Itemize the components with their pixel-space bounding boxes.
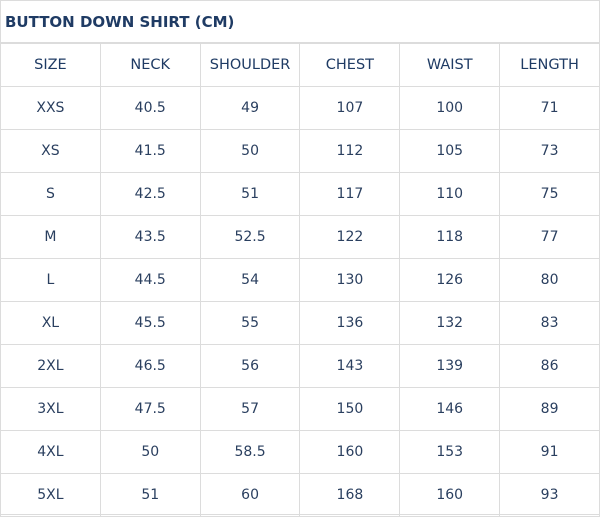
cell-neck: 51: [99, 473, 201, 517]
cell-chest: 112: [299, 129, 401, 173]
column-header-size: SIZE: [0, 43, 101, 87]
cell-length: 77: [499, 215, 600, 259]
cell-neck: 44.5: [99, 258, 201, 302]
cell-length: 86: [499, 344, 600, 388]
cell-shoulder: 57: [199, 387, 301, 431]
size-table: SIZE NECK SHOULDER CHEST WAIST LENGTH XXS 40.5…: [0, 43, 600, 517]
cell-shoulder: 60: [199, 473, 301, 517]
cell-chest: 168: [299, 473, 401, 517]
cell-size: XS: [0, 129, 101, 173]
table-row: XS 41.5 50 112 105 73: [0, 129, 600, 173]
table-row: 5XL 51 60 168 160 93: [0, 473, 600, 517]
cell-waist: 146: [399, 387, 501, 431]
cell-chest: 107: [299, 86, 401, 130]
table-row: 4XL 50 58.5 160 153 91: [0, 430, 600, 474]
cell-neck: 40.5: [99, 86, 201, 130]
cell-shoulder: 56: [199, 344, 301, 388]
cell-waist: 110: [399, 172, 501, 216]
cell-neck: 43.5: [99, 215, 201, 259]
cell-chest: 160: [299, 430, 401, 474]
cell-length: 73: [499, 129, 600, 173]
column-header-length: LENGTH: [499, 43, 600, 87]
cell-shoulder: 55: [199, 301, 301, 345]
column-header-chest: CHEST: [299, 43, 401, 87]
cell-waist: 153: [399, 430, 501, 474]
cell-size: 4XL: [0, 430, 101, 474]
cell-size: 5XL: [0, 473, 101, 517]
cell-size: 2XL: [0, 344, 101, 388]
cell-waist: 100: [399, 86, 501, 130]
cell-shoulder: 52.5: [199, 215, 301, 259]
cell-shoulder: 58.5: [199, 430, 301, 474]
cell-neck: 50: [99, 430, 201, 474]
cell-chest: 122: [299, 215, 401, 259]
cell-chest: 150: [299, 387, 401, 431]
cell-size: 3XL: [0, 387, 101, 431]
cell-length: 80: [499, 258, 600, 302]
table-row: 2XL 46.5 56 143 139 86: [0, 344, 600, 388]
table-row: XL 45.5 55 136 132 83: [0, 301, 600, 345]
cell-length: 93: [499, 473, 600, 517]
cell-length: 83: [499, 301, 600, 345]
cell-chest: 136: [299, 301, 401, 345]
cell-shoulder: 50: [199, 129, 301, 173]
cell-shoulder: 54: [199, 258, 301, 302]
cell-neck: 47.5: [99, 387, 201, 431]
cell-shoulder: 49: [199, 86, 301, 130]
column-header-shoulder: SHOULDER: [199, 43, 301, 87]
cell-size: XXS: [0, 86, 101, 130]
table-row: S 42.5 51 117 110 75: [0, 172, 600, 216]
cell-chest: 130: [299, 258, 401, 302]
table-row: L 44.5 54 130 126 80: [0, 258, 600, 302]
table-row: M 43.5 52.5 122 118 77: [0, 215, 600, 259]
cell-size: XL: [0, 301, 101, 345]
cell-waist: 118: [399, 215, 501, 259]
cell-neck: 41.5: [99, 129, 201, 173]
table-row: 3XL 47.5 57 150 146 89: [0, 387, 600, 431]
cell-waist: 105: [399, 129, 501, 173]
cell-length: 91: [499, 430, 600, 474]
cell-neck: 46.5: [99, 344, 201, 388]
cell-size: M: [0, 215, 101, 259]
table-row: XXS 40.5 49 107 100 71: [0, 86, 600, 130]
cell-waist: 126: [399, 258, 501, 302]
cell-chest: 143: [299, 344, 401, 388]
cell-shoulder: 51: [199, 172, 301, 216]
cell-length: 71: [499, 86, 600, 130]
column-header-waist: WAIST: [399, 43, 501, 87]
cell-size: L: [0, 258, 101, 302]
cell-neck: 42.5: [99, 172, 201, 216]
cell-chest: 117: [299, 172, 401, 216]
cell-size: S: [0, 172, 101, 216]
cell-waist: 160: [399, 473, 501, 517]
chart-title: BUTTON DOWN SHIRT (CM): [1, 1, 599, 43]
header-row: SIZE NECK SHOULDER CHEST WAIST LENGTH: [0, 43, 600, 87]
cell-length: 75: [499, 172, 600, 216]
cell-neck: 45.5: [99, 301, 201, 345]
cell-waist: 132: [399, 301, 501, 345]
cell-waist: 139: [399, 344, 501, 388]
column-header-neck: NECK: [99, 43, 201, 87]
cell-length: 89: [499, 387, 600, 431]
